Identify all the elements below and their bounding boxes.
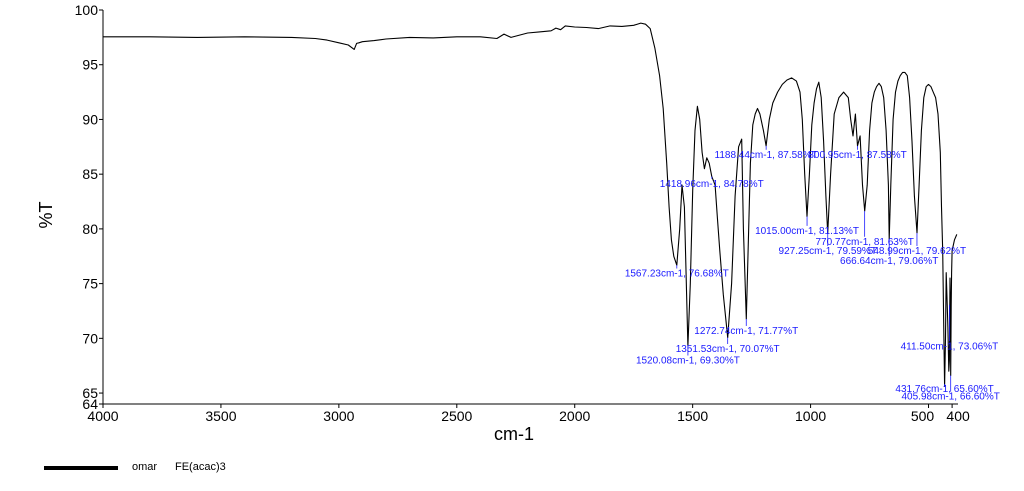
peak-label: 1188.44cm-1, 87.58%T [715, 150, 818, 161]
peak-label: 1015.00cm-1, 81.13%T [755, 226, 859, 237]
x-tick-label: 500 [911, 408, 935, 424]
x-tick-label: 1000 [795, 408, 826, 424]
series-layer [103, 22, 958, 388]
peak-label: 666.64cm-1, 79.06%T [840, 256, 938, 267]
x-tick-label: 2500 [441, 408, 472, 424]
x-axis-title: cm-1 [494, 424, 534, 444]
y-tick-label: 80 [82, 221, 98, 237]
peak-label: 1272.74cm-1, 71.77%T [694, 326, 798, 337]
x-tick-label: 400 [946, 408, 970, 424]
peak-label: 1418.96cm-1, 84.78%T [660, 179, 764, 190]
peak-label: 1567.23cm-1, 76.68%T [625, 268, 729, 279]
y-axis-title: %T [36, 201, 56, 228]
x-tick-label: 3000 [323, 408, 354, 424]
peak-label: 411.50cm-1, 73.06%T [901, 341, 999, 352]
y-tick-label: 70 [82, 330, 98, 346]
peak-label: 548.99cm-1, 79.62%T [868, 246, 966, 257]
peak-label: 800.95cm-1, 87.58%T [808, 150, 906, 161]
x-tick-label: 1500 [677, 408, 708, 424]
annotation-layer: 1567.23cm-1, 76.68%T 1520.08cm-1, 69.30%T… [625, 145, 1000, 403]
peak-label: 1520.08cm-1, 69.30%T [636, 356, 740, 367]
legend-sample-label: omar [132, 461, 158, 473]
peak-label: 405.98cm-1, 66.60%T [901, 392, 999, 403]
x-tick-label: 4000 [87, 408, 118, 424]
spectrum-line [103, 22, 958, 388]
peak-label: 770.77cm-1, 81.63%T [815, 237, 913, 248]
peak-label: 1351.53cm-1, 70.07%T [676, 344, 780, 355]
y-tick-label: 64 [82, 396, 98, 412]
y-tick-label: 95 [82, 57, 98, 73]
y-tick-label: 75 [82, 276, 98, 292]
legend-line-swatch [44, 466, 118, 470]
x-tick-label: 3500 [205, 408, 236, 424]
legend-series-label: FE(acac)3 [175, 461, 226, 473]
peak-label: 431.76cm-1, 65.60%T [895, 384, 993, 395]
x-tick-label: 2000 [559, 408, 590, 424]
peak-label: 927.25cm-1, 79.59%T [779, 246, 877, 257]
y-tick-label: 65 [82, 385, 98, 401]
y-tick-label: 90 [82, 111, 98, 127]
y-tick-label: 100 [75, 2, 99, 18]
y-tick-label: 85 [82, 166, 98, 182]
